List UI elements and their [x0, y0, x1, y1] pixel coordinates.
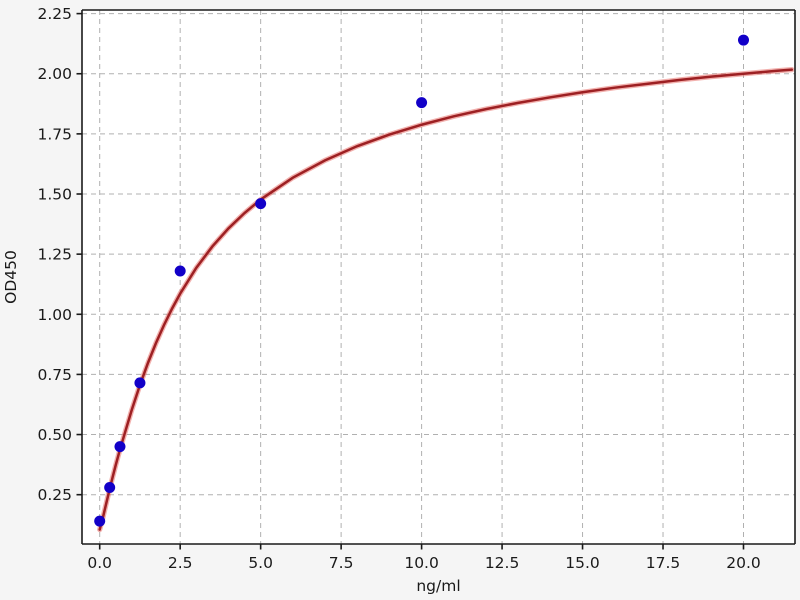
y-tick-label: 1.50	[37, 186, 72, 204]
x-tick-label: 7.5	[329, 554, 354, 572]
data-point	[255, 198, 267, 210]
y-axis-title: OD450	[2, 250, 20, 304]
x-axis-tick-labels: 0.0 2.5 5.0 7.5 10.0 12.5 15.0 17.5 20.0	[87, 554, 760, 572]
plot-area-background	[82, 10, 795, 544]
y-tick-label: 0.50	[37, 426, 72, 444]
gridlines	[82, 10, 795, 544]
data-point	[416, 97, 428, 109]
data-point	[104, 481, 116, 493]
y-tick-label: 1.25	[37, 246, 72, 264]
x-axis-title: ng/ml	[416, 577, 460, 595]
x-tick-label: 2.5	[168, 554, 193, 572]
data-points	[94, 34, 749, 527]
x-tick-label: 15.0	[565, 554, 600, 572]
data-point	[114, 441, 126, 453]
axis-tick-marks	[76, 12, 745, 550]
x-tick-label: 20.0	[726, 554, 761, 572]
y-tick-label: 1.75	[37, 125, 72, 143]
data-point	[94, 515, 106, 527]
data-point	[738, 34, 749, 46]
y-axis-tick-labels: 0.25 0.50 0.75 1.00 1.25 1.50 1.75 2.00 2.25	[37, 5, 72, 504]
data-point	[174, 265, 186, 277]
x-tick-label: 0.0	[87, 554, 112, 572]
y-tick-label: 1.00	[37, 306, 72, 324]
y-tick-label: 2.00	[37, 65, 72, 83]
axis-spines	[81, 9, 796, 545]
y-tick-label: 0.75	[37, 366, 72, 384]
x-tick-label: 10.0	[404, 554, 439, 572]
y-tick-label: 0.25	[37, 486, 72, 504]
data-point	[134, 377, 146, 389]
x-tick-label: 5.0	[248, 554, 273, 572]
y-tick-label: 2.25	[37, 5, 72, 23]
x-tick-label: 17.5	[646, 554, 681, 572]
x-tick-label: 12.5	[485, 554, 520, 572]
